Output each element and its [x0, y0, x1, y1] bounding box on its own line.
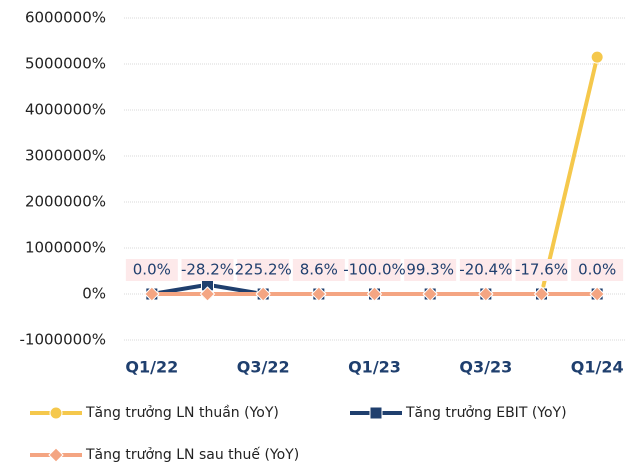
data-label: 8.6% [300, 261, 338, 279]
data-label: -100.0% [343, 261, 406, 279]
point [478, 286, 494, 302]
data-label-bg [459, 259, 512, 281]
data-label: -28.2% [181, 261, 234, 279]
data-label-bg [125, 259, 178, 281]
x-tick-label: Q1/24 [571, 358, 624, 377]
data-label-bg [348, 259, 401, 281]
data-label: 99.3% [406, 261, 454, 279]
x-tick-label: Q3/22 [237, 358, 290, 377]
point [144, 286, 160, 302]
y-tick-label: 3000000% [25, 147, 106, 165]
data-label-bg [237, 259, 290, 281]
y-tick-label: 5000000% [25, 55, 106, 73]
data-label: 0.0% [578, 261, 616, 279]
legend-label: Tăng trưởng LN sau thuế (YoY) [85, 446, 299, 463]
point [589, 286, 605, 302]
data-label-bg [571, 259, 624, 281]
point [49, 406, 63, 420]
data-label-bg [404, 259, 457, 281]
point [590, 50, 604, 64]
y-tick-label: 4000000% [25, 101, 106, 119]
point [533, 286, 550, 302]
point [199, 286, 216, 302]
data-label: -17.6% [515, 261, 568, 279]
y-tick-label: 2000000% [25, 193, 106, 211]
series-line [151, 56, 600, 296]
y-tick-label: 0% [82, 285, 106, 303]
point [369, 406, 383, 420]
point [422, 286, 438, 302]
data-label: 225.2% [235, 261, 292, 279]
data-label-bg [181, 259, 234, 281]
x-tick-label: Q3/23 [459, 358, 512, 377]
legend-label: Tăng trưởng EBIT (YoY) [405, 405, 567, 421]
y-tick-label: 1000000% [25, 239, 106, 257]
y-tick-label: 6000000% [25, 9, 106, 27]
x-tick-label: Q1/22 [125, 358, 178, 377]
data-label-bg [292, 259, 345, 281]
point [366, 286, 383, 302]
point [48, 447, 64, 463]
point [311, 286, 327, 302]
data-label: 0.0% [133, 261, 171, 279]
data-label-bg [515, 259, 568, 281]
y-tick-label: -1000000% [20, 331, 106, 349]
point [255, 286, 271, 302]
data-label: -20.4% [459, 261, 512, 279]
x-tick-label: Q1/23 [348, 358, 401, 377]
legend-label: Tăng trưởng LN thuần (YoY) [85, 405, 279, 421]
